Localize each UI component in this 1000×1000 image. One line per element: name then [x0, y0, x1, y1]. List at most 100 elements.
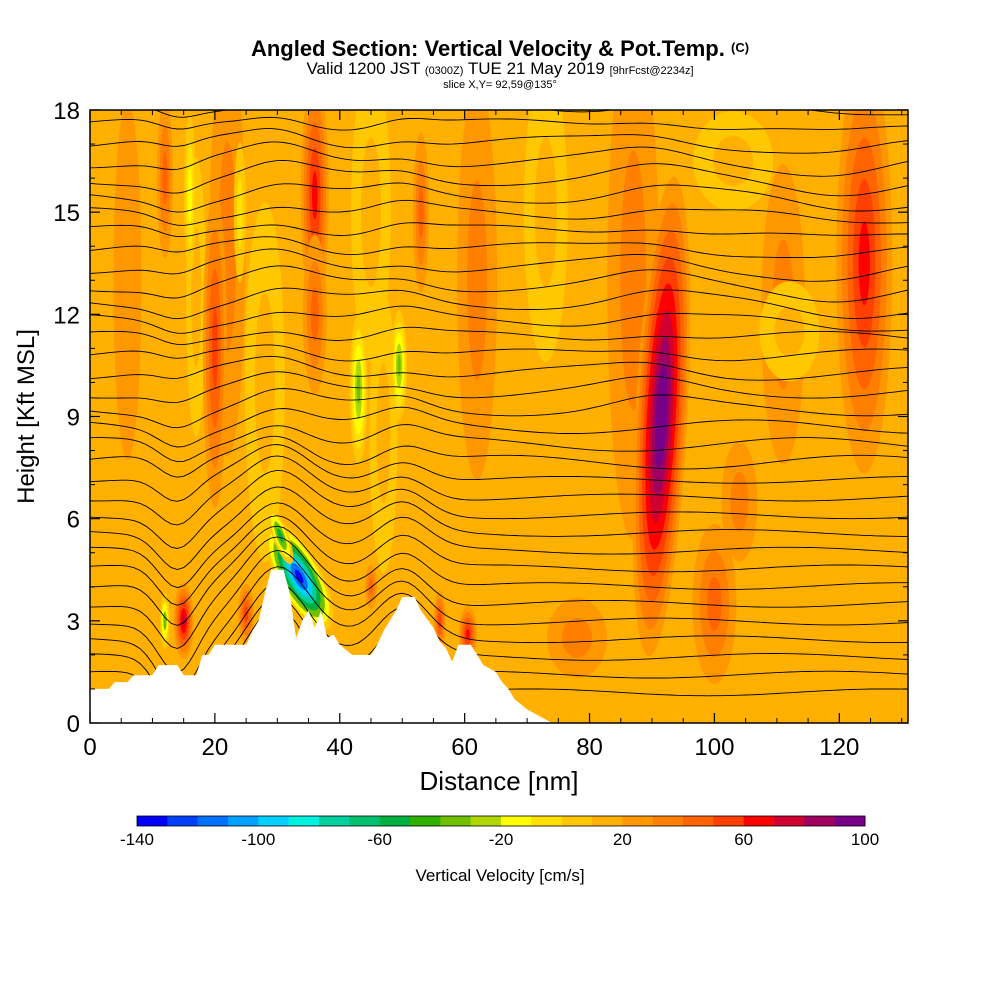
y-tick-label: 6: [67, 507, 80, 534]
downdraft-core-contour: [187, 168, 192, 222]
updraft-core-contour: [162, 151, 168, 205]
colorbar-swatch: [592, 816, 623, 826]
downdraft-core-contour: [397, 354, 401, 377]
colorbar-swatch: [379, 816, 411, 826]
x-axis-label: Distance [nm]: [420, 766, 579, 796]
isentrope-line: [90, 326, 908, 346]
updraft-core: [173, 582, 194, 659]
downdraft-core-contour: [277, 528, 284, 543]
colorbar-swatch: [167, 816, 198, 826]
isentrope-line: [90, 444, 908, 502]
updraft-core-contour: [658, 389, 665, 444]
downdraft-core-contour: [356, 374, 361, 405]
isentrope-line: [90, 486, 908, 570]
colorbar-swatch: [258, 816, 289, 826]
colorbar-swatch: [440, 816, 471, 826]
updraft-core-contour: [438, 613, 442, 629]
updraft-core-contour: [418, 185, 424, 239]
colorbar-tick-label: 100: [851, 830, 879, 849]
isentrope-line: [90, 248, 908, 282]
isentrope-line: [90, 566, 908, 695]
isentrope-line: [90, 236, 908, 259]
isentrope-line: [90, 141, 908, 177]
x-tick-label: 40: [326, 734, 353, 761]
updraft-band-contour: [730, 471, 749, 532]
colorbar-swatch: [410, 816, 441, 826]
isentrope-line: [90, 515, 908, 606]
colorbar-swatch: [743, 816, 775, 826]
slice-label: slice X,Y= 92,59@135°: [443, 79, 557, 91]
isentrope-line: [90, 222, 908, 238]
updraft-core-contour: [181, 614, 186, 628]
isentrope-line: [90, 406, 908, 448]
x-tick-label: 20: [202, 734, 229, 761]
isentrope-line: [90, 344, 908, 362]
plot-area: [90, 110, 908, 723]
isentrope-line: [90, 582, 908, 714]
colorbar-tick-label: 60: [734, 830, 753, 849]
colorbar-swatch: [622, 816, 653, 826]
colorbar-swatch: [349, 816, 380, 826]
downdraft-core: [233, 142, 246, 283]
colorbar-swatch: [834, 816, 866, 826]
updraft-core-contour: [465, 628, 470, 641]
updraft-band-contour: [113, 110, 142, 461]
y-tick-label: 15: [53, 200, 80, 227]
isentrope-line: [90, 305, 908, 334]
isentrope-line: [90, 424, 908, 463]
downdraft-core-contour: [294, 569, 304, 584]
isentrope-line: [90, 388, 908, 429]
colorbar-tick-label: -20: [489, 830, 514, 849]
x-tick-label: 60: [451, 734, 478, 761]
terrain: [90, 569, 908, 723]
y-axis-label: Height [Kft MSL]: [13, 329, 40, 504]
updraft-band-contour: [467, 180, 488, 381]
colorbar-swatch: [470, 816, 502, 826]
updraft-core-contour: [368, 579, 373, 595]
downdraft-core: [391, 310, 408, 421]
weak-band-contour: [376, 363, 391, 504]
colorbar-swatch: [501, 816, 532, 826]
colorbar-swatch: [288, 816, 320, 826]
chart-title: Angled Section: Vertical Velocity & Pot.…: [250, 36, 750, 61]
isentrope-line: [90, 455, 908, 526]
updraft-core: [632, 176, 691, 657]
updraft-core-contour: [858, 221, 870, 306]
colorbar-tick-label: -140: [120, 830, 154, 849]
y-axis: 0 3 6 9 12 15 18: [53, 98, 908, 738]
downdraft-core: [349, 314, 368, 465]
weak-band: [693, 111, 774, 212]
colorbar-swatch: [804, 816, 835, 826]
colorbar-swatch: [531, 816, 562, 826]
colorbar-swatch: [319, 816, 350, 826]
isentrope-line: [90, 128, 908, 154]
weak-band-contour: [713, 136, 754, 187]
colorbar-swatch: [774, 816, 805, 826]
weak-band-contour: [191, 227, 202, 368]
isentrope-line: [90, 287, 908, 320]
colorbar-swatch: [683, 816, 714, 826]
colorbar-label: Vertical Velocity [cm/s]: [415, 866, 584, 885]
weak-band-contour: [254, 292, 275, 473]
updraft-band: [547, 597, 608, 678]
updraft-core: [364, 564, 377, 609]
isentrope-line: [90, 549, 908, 673]
updraft-band-contour: [707, 577, 722, 631]
isentrope-line: [90, 435, 908, 478]
colorbar-tick-label: -60: [367, 830, 392, 849]
downdraft-core-contour: [236, 177, 243, 248]
colorbar-swatch: [137, 816, 168, 826]
weak-band-contour: [360, 137, 381, 288]
isentrope-line: [90, 199, 908, 226]
isentrope-line: [90, 525, 908, 626]
updraft-band-contour: [620, 150, 647, 411]
chart-subtitle: Valid 1200 JST (0300Z) TUE 21 May 2019 […: [306, 59, 694, 78]
updraft-core: [202, 188, 227, 509]
colorbar-tick-label: -100: [241, 830, 275, 849]
y-tick-label: 12: [53, 302, 80, 329]
downdraft-core-contour: [163, 611, 167, 631]
colorbar-swatch: [561, 816, 593, 826]
isentrope-line: [90, 159, 908, 197]
updraft-band: [692, 523, 737, 684]
